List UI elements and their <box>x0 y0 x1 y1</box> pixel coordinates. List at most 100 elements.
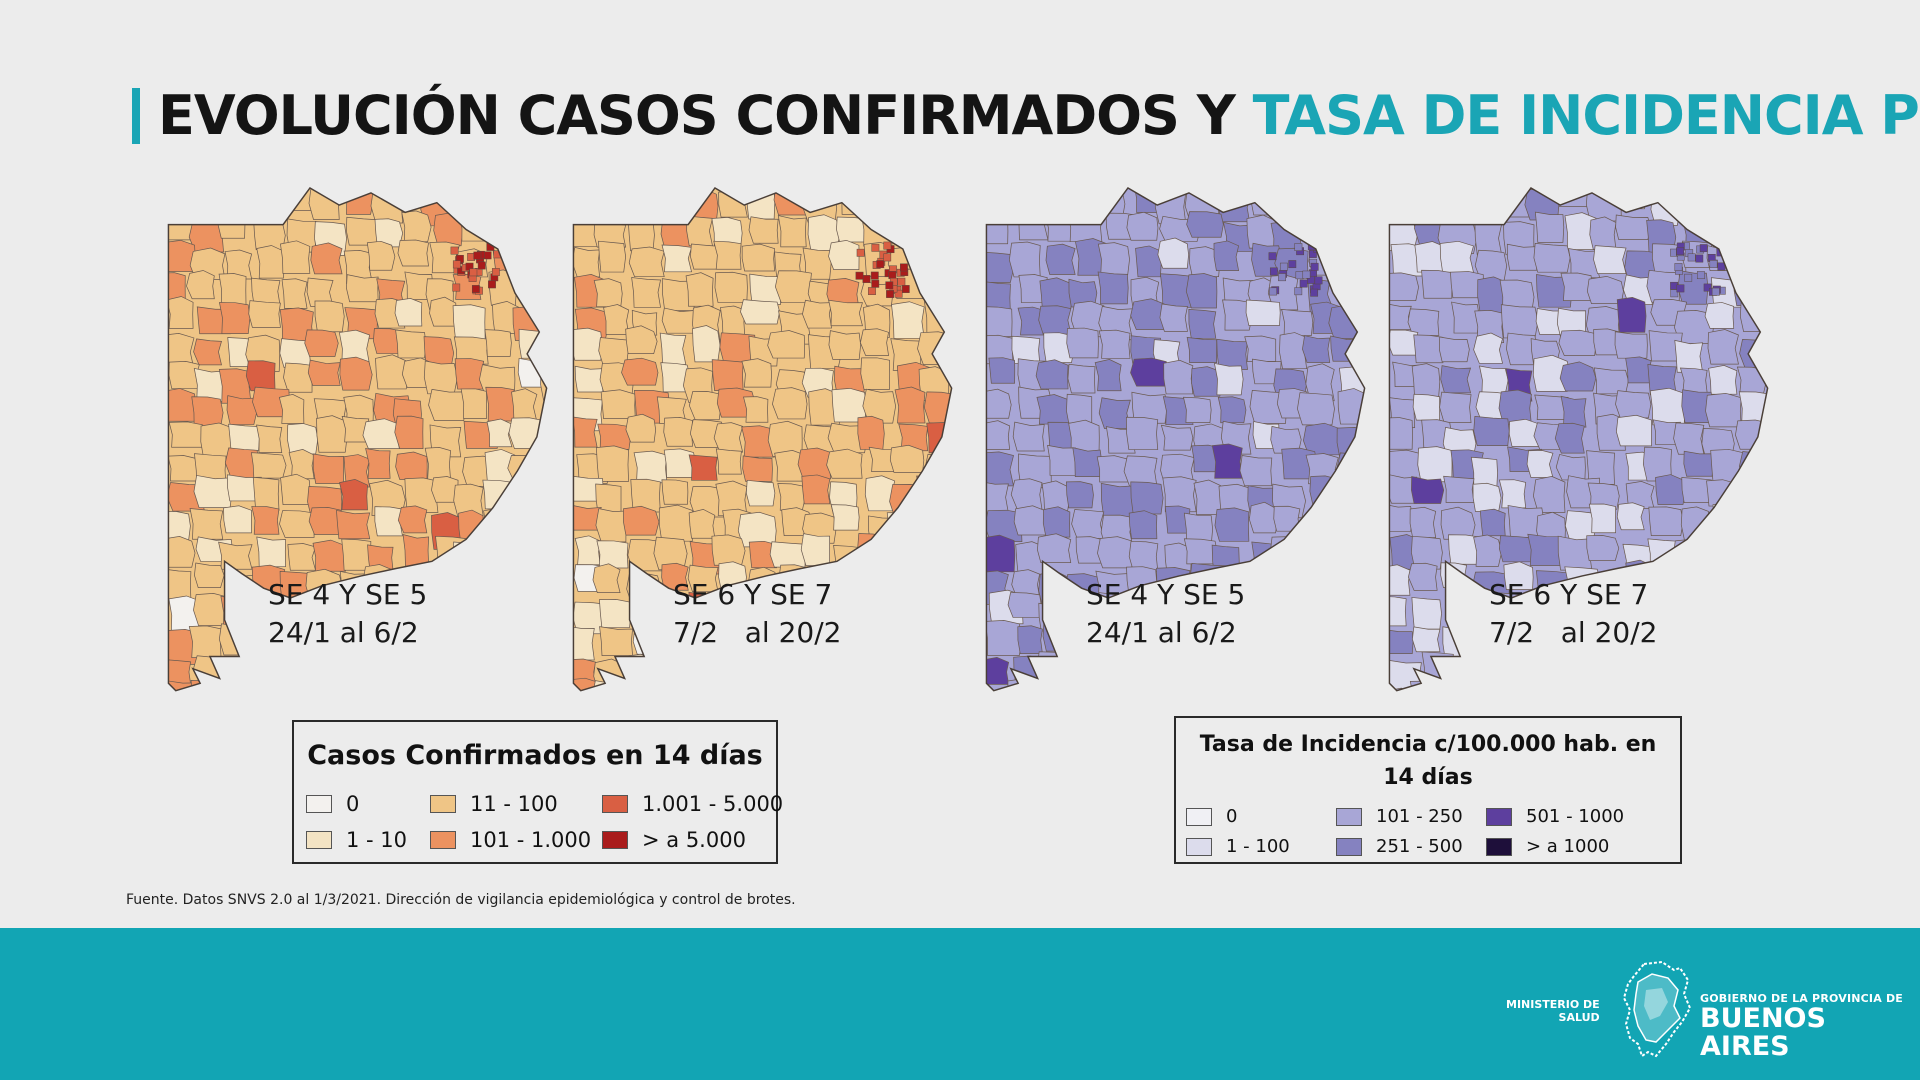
district-cell <box>629 599 666 626</box>
district-cell <box>1680 687 1709 691</box>
district-cell <box>540 366 547 401</box>
district-cell <box>517 358 547 388</box>
district-cell <box>168 659 192 685</box>
metro-cell <box>1711 287 1720 296</box>
legend-rate-title: Tasa de Incidencia c/100.000 hab. en 14 … <box>1199 732 1657 790</box>
district-cell <box>1389 628 1414 655</box>
gobierno-line-2: BUENOS AIRES <box>1700 1003 1826 1062</box>
district-cell <box>224 249 253 280</box>
district-cell <box>1673 188 1706 215</box>
district-cell <box>1593 367 1629 395</box>
district-cell <box>946 688 952 691</box>
district-cell <box>1707 329 1739 365</box>
district-cell <box>1310 539 1336 566</box>
district-cell <box>631 277 661 308</box>
district-cell <box>1737 192 1768 220</box>
district-cell <box>281 278 308 309</box>
district-cell <box>573 246 601 278</box>
metro-cell <box>471 285 480 293</box>
metro-cell <box>871 243 880 252</box>
district-cell <box>1469 651 1504 682</box>
district-cell <box>866 188 902 212</box>
district-cell <box>688 655 726 691</box>
district-cell <box>918 250 952 278</box>
district-cell <box>1762 596 1768 624</box>
district-cell <box>748 660 777 691</box>
district-cell <box>1441 659 1474 691</box>
district-cell <box>737 511 777 548</box>
district-cell <box>1332 681 1365 691</box>
district-cell <box>193 655 227 682</box>
district-cell <box>599 599 632 628</box>
district-cell <box>1007 678 1039 691</box>
district-cell <box>169 192 197 222</box>
metro-cell <box>1314 276 1323 285</box>
district-cell <box>595 483 622 515</box>
district-cell <box>628 246 665 278</box>
district-cell <box>1186 211 1224 238</box>
district-cell <box>1710 449 1745 484</box>
district-cell <box>986 420 1011 450</box>
district-cell <box>428 686 455 691</box>
district-cell <box>251 277 281 305</box>
district-cell <box>310 242 343 275</box>
district-cell <box>1615 214 1652 240</box>
map-svg <box>572 187 953 692</box>
district-cell <box>1586 450 1615 485</box>
district-cell <box>339 356 373 391</box>
district-cell <box>394 298 423 327</box>
district-cell <box>595 445 629 482</box>
district-cell <box>773 188 808 216</box>
district-cell <box>460 388 487 419</box>
district-cell <box>1765 332 1768 359</box>
district-cell <box>1105 656 1141 685</box>
district-cell <box>597 423 632 450</box>
district-cell <box>423 336 455 371</box>
district-cell <box>1533 476 1566 513</box>
district-cell <box>745 479 776 507</box>
district-cell <box>1498 479 1527 509</box>
district-cell <box>343 688 373 691</box>
district-cell <box>453 630 488 666</box>
district-cell <box>1158 684 1189 691</box>
district-cell <box>986 306 1013 337</box>
district-cell <box>621 357 659 386</box>
district-cell <box>986 251 1015 283</box>
legend-swatch <box>1336 807 1362 826</box>
district-cell <box>1340 541 1365 571</box>
district-cell <box>856 690 885 691</box>
district-cell <box>1304 629 1337 661</box>
district-cell <box>278 394 305 424</box>
district-cell <box>1771 627 1807 653</box>
metro-cell <box>886 290 894 298</box>
district-cell <box>925 573 952 601</box>
district-cell <box>1737 478 1767 507</box>
district-cell <box>538 484 547 515</box>
district-cell <box>1655 598 1694 630</box>
metro-cell <box>1676 247 1685 256</box>
district-cell <box>1010 478 1043 510</box>
district-cell <box>860 623 889 657</box>
district-cell <box>1648 657 1681 690</box>
metro-cell <box>1309 250 1317 258</box>
district-cell <box>1016 210 1049 241</box>
metro-cell <box>1703 283 1712 292</box>
district-cell <box>541 446 547 474</box>
district-cell <box>1766 511 1768 547</box>
title-part-1: EVOLUCIÓN CASOS CONFIRMADOS Y <box>158 84 1236 147</box>
district-cell <box>860 328 889 356</box>
district-cell <box>1588 503 1616 534</box>
district-cell <box>986 451 1014 487</box>
district-cell <box>218 302 251 335</box>
district-cell <box>922 221 952 255</box>
district-cell <box>774 270 812 304</box>
district-cell <box>603 304 630 335</box>
district-cell <box>280 473 311 505</box>
district-cell <box>1303 597 1334 627</box>
metro-cell <box>1299 279 1308 288</box>
district-cell <box>1009 241 1041 278</box>
district-cell <box>924 453 952 488</box>
district-cell <box>1411 535 1443 570</box>
district-cell <box>895 535 927 570</box>
district-cell <box>520 269 547 305</box>
